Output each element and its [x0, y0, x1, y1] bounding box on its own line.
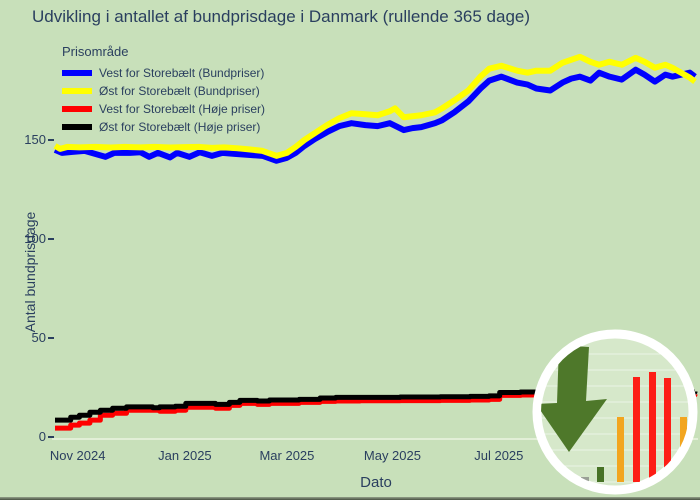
legend-label: Vest for Storebælt (Høje priser) [99, 102, 266, 116]
y-tick-mark [48, 436, 54, 438]
legend-swatch-blue [62, 70, 92, 76]
series-line-3[interactable] [55, 389, 698, 423]
x-tick-label: Jul 2025 [474, 448, 524, 463]
legend-item-vest-bundpriser[interactable]: Vest for Storebælt (Bundpriser) [62, 64, 265, 82]
legend-swatch-yellow [62, 88, 92, 94]
chart-title: Udvikling i antallet af bundprisdage i D… [32, 7, 531, 26]
legend-swatch-red [62, 106, 92, 112]
legend-item-vest-hoeje[interactable]: Vest for Storebælt (Høje priser) [62, 100, 265, 118]
x-tick-label: Jan 2025 [158, 448, 212, 463]
y-tick-label: 150 [24, 132, 46, 147]
legend: Prisområde Vest for Storebælt (Bundprise… [62, 44, 265, 136]
x-tick-label: Nov 2024 [49, 448, 106, 463]
y-tick-label: 0 [38, 429, 46, 444]
x-axis-title: Dato [360, 474, 392, 491]
legend-label: Vest for Storebælt (Bundpriser) [99, 66, 265, 80]
x-tick-label: May 2025 [363, 448, 421, 463]
legend-item-oest-bundpriser[interactable]: Øst for Storebælt (Bundpriser) [62, 82, 265, 100]
legend-label: Øst for Storebælt (Høje priser) [99, 120, 261, 134]
series-line-1[interactable] [53, 53, 697, 159]
legend-swatch-black [62, 124, 92, 130]
series-line-0[interactable] [53, 66, 697, 164]
y-tick-mark [48, 139, 54, 141]
y-tick-label: 50 [31, 330, 46, 345]
y-tick-label: 100 [24, 231, 46, 246]
y-tick-mark [48, 238, 54, 240]
legend-title: Prisområde [62, 44, 129, 59]
y-axis-title: Antal bundprisdage [22, 211, 38, 333]
window-bottom-edge [0, 497, 700, 500]
x-tick-label: Mar 2025 [259, 448, 315, 463]
legend-label: Øst for Storebælt (Bundpriser) [99, 84, 260, 98]
legend-item-oest-hoeje[interactable]: Øst for Storebælt (Høje priser) [62, 118, 265, 136]
y-tick-mark [48, 337, 54, 339]
